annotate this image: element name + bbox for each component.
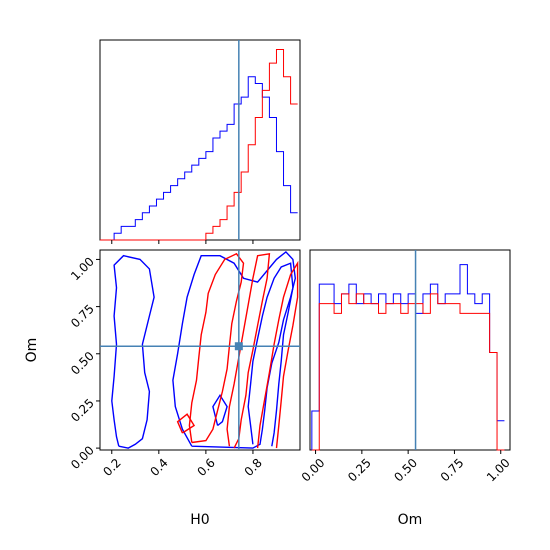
contour-ytick-label-4: 1.00 <box>68 254 97 283</box>
contour-ytick-label-1: 0.25 <box>68 396 97 425</box>
contour-red-0 <box>188 252 245 444</box>
om-xtick-label-0: 0.00 <box>299 456 328 485</box>
contour-xtick-label-1: 0.4 <box>147 456 170 479</box>
contour-red-1 <box>226 252 271 449</box>
x-axis-label-h0: H0 <box>190 512 209 528</box>
om-xtick-label-2: 0.50 <box>391 456 420 485</box>
h0-hist-series-0 <box>100 76 298 241</box>
contour-ytick-label-2: 0.50 <box>68 349 97 378</box>
contour-blue-0 <box>111 254 155 449</box>
panel-om-marginal: 0.00 0.25 0.50 0.75 1.00 Om <box>299 249 513 528</box>
h0-marginal-frame <box>99 39 301 241</box>
h0-hist-series-1 <box>100 49 298 241</box>
contour-truth-marker <box>234 342 243 351</box>
contour-xtick-label-3: 0.8 <box>242 456 265 479</box>
om-xtick-label-4: 1.00 <box>484 456 513 485</box>
contour-xtick-label-0: 0.2 <box>100 456 123 479</box>
contour-red-3 <box>176 413 196 434</box>
contour-blue-3 <box>212 393 228 427</box>
om-xtick-label-1: 0.25 <box>345 456 374 485</box>
contour-ytick-label-0: 0.00 <box>68 443 97 472</box>
panel-h0-om-contour: 0.2 0.4 0.6 0.8 0.00 0.25 0.50 0.75 1.00 H0 Om <box>24 249 301 528</box>
panel-h0-marginal <box>99 39 301 244</box>
om-xtick-label-3: 0.75 <box>438 456 467 485</box>
contour-lines <box>100 250 300 450</box>
h0-marginal-ticks <box>111 240 254 244</box>
h0-marginal-histograms <box>100 40 298 241</box>
contour-frame <box>99 249 301 451</box>
contour-xtick-label-2: 0.6 <box>195 456 218 479</box>
om-marginal-ticks: 0.00 0.25 0.50 0.75 1.00 <box>299 450 513 484</box>
contour-ytick-label-3: 0.75 <box>68 302 97 331</box>
contour-blue-1 <box>172 250 297 449</box>
om-hist-series-0 <box>311 264 505 450</box>
y-axis-label-om: Om <box>24 338 40 363</box>
om-marginal-histograms <box>311 250 505 451</box>
contour-red-2 <box>256 260 299 449</box>
om-hist-series-1 <box>311 293 505 451</box>
x-axis-label-om: Om <box>398 512 423 528</box>
om-marginal-frame <box>309 249 511 451</box>
contour-blue-2 <box>247 262 294 447</box>
